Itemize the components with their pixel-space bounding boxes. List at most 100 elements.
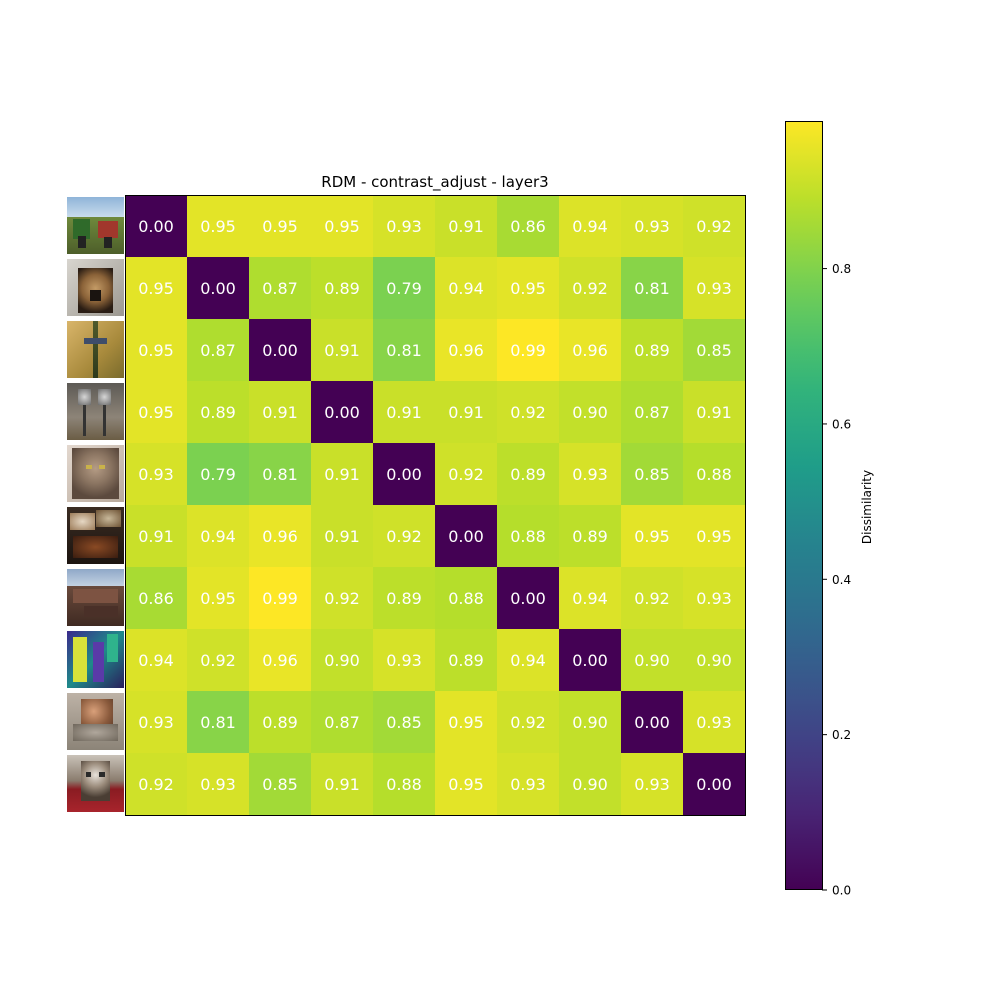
heatmap-cell-r8-c4: [373, 691, 436, 754]
heatmap-cell-r3-c9: [683, 381, 746, 444]
heatmap-cell-r6-c3: [311, 567, 374, 630]
heatmap-cell-r4-c3: [311, 443, 374, 506]
cell-value-label-r7-c0: 0.94: [138, 651, 174, 670]
heatmap-cell-r0-c7: [559, 195, 622, 258]
cell-value-label-r4-c4: 0.00: [386, 465, 422, 484]
colorbar-frame: [785, 121, 823, 890]
heatmap-cell-r7-c7: [559, 629, 622, 692]
heatmap-cell-r0-c6: [497, 195, 560, 258]
heatmap-cell-r0-c2: [249, 195, 312, 258]
heatmap-cell-r6-c1: [187, 567, 250, 630]
cell-value-label-r6-c7: 0.94: [572, 589, 608, 608]
heatmap-cell-r0-c0: [125, 195, 188, 258]
heatmap-cell-r6-c9: [683, 567, 746, 630]
thumbnail-layer: [85, 772, 92, 777]
heatmap-cell-r7-c9: [683, 629, 746, 692]
heatmap-cell-r8-c8: [621, 691, 684, 754]
heatmap-cell-r5-c5: [435, 505, 498, 568]
heatmap-cell-r4-c2: [249, 443, 312, 506]
heatmap-cell-r3-c0: [125, 381, 188, 444]
thumbnail-layer: [71, 447, 120, 500]
heatmap-cell-r8-c6: [497, 691, 560, 754]
cell-value-label-r4-c8: 0.85: [634, 465, 670, 484]
heatmap-cell-r7-c4: [373, 629, 436, 692]
thumbnail-layer: [67, 569, 124, 587]
cell-value-label-r3-c9: 0.91: [696, 403, 732, 422]
thumbnail-layer: [81, 760, 110, 801]
heatmap-cell-r1-c1: [187, 257, 250, 320]
heatmap-cell-r7-c0: [125, 629, 188, 692]
heatmap-cell-r0-c8: [621, 195, 684, 258]
cell-value-label-r4-c1: 0.79: [200, 465, 236, 484]
colorbar-tick-label: 0.8: [832, 262, 851, 276]
cell-value-label-r9-c2: 0.85: [262, 775, 298, 794]
heatmap-cell-r5-c2: [249, 505, 312, 568]
cell-value-label-r3-c8: 0.87: [634, 403, 670, 422]
heatmap-cell-r1-c2: [249, 257, 312, 320]
thumbnail-layer: [99, 772, 106, 777]
cell-value-label-r1-c9: 0.93: [696, 279, 732, 298]
colorbar-tick-label: 0.6: [832, 417, 851, 431]
cell-value-label-r1-c8: 0.81: [634, 279, 670, 298]
cell-value-label-r8-c1: 0.81: [200, 713, 236, 732]
cell-value-label-r0-c0: 0.00: [138, 217, 174, 236]
cell-value-label-r8-c3: 0.87: [324, 713, 360, 732]
heatmap-cell-r4-c7: [559, 443, 622, 506]
cell-value-label-r0-c9: 0.92: [696, 217, 732, 236]
heatmap-cell-r5-c9: [683, 505, 746, 568]
cell-value-label-r5-c4: 0.92: [386, 527, 422, 546]
cell-value-label-r3-c0: 0.95: [138, 403, 174, 422]
cell-value-label-r6-c6: 0.00: [510, 589, 546, 608]
cell-value-label-r1-c0: 0.95: [138, 279, 174, 298]
thumbnail-layer: [72, 588, 119, 604]
cell-value-label-r9-c1: 0.93: [200, 775, 236, 794]
heatmap-cell-r1-c4: [373, 257, 436, 320]
heatmap-cell-r2-c8: [621, 319, 684, 382]
cell-value-label-r2-c9: 0.85: [696, 341, 732, 360]
cell-value-label-r3-c5: 0.91: [448, 403, 484, 422]
cell-value-label-r3-c3: 0.00: [324, 403, 360, 422]
thumbnail-layer: [72, 636, 87, 683]
cell-value-label-r6-c9: 0.93: [696, 589, 732, 608]
heatmap-cell-r4-c6: [497, 443, 560, 506]
heatmap-cell-r9-c1: [187, 753, 250, 816]
cell-value-label-r8-c5: 0.95: [448, 713, 484, 732]
thumbnail-layer: [78, 388, 91, 405]
cell-value-label-r7-c8: 0.90: [634, 651, 670, 670]
cell-value-label-r8-c4: 0.85: [386, 713, 422, 732]
cell-value-label-r9-c4: 0.88: [386, 775, 422, 794]
heatmap-cell-r2-c4: [373, 319, 436, 382]
cell-value-label-r7-c7: 0.00: [572, 651, 608, 670]
cell-value-label-r8-c8: 0.00: [634, 713, 670, 732]
cell-value-label-r5-c9: 0.95: [696, 527, 732, 546]
heatmap-cell-r4-c5: [435, 443, 498, 506]
heatmap-cell-r7-c8: [621, 629, 684, 692]
cell-value-label-r2-c7: 0.96: [572, 341, 608, 360]
heatmap-cell-r9-c3: [311, 753, 374, 816]
heatmap-cell-r3-c6: [497, 381, 560, 444]
cell-value-label-r4-c2: 0.81: [262, 465, 298, 484]
cell-value-label-r9-c7: 0.90: [572, 775, 608, 794]
thumbnail-layer: [72, 724, 119, 742]
thumbnail-layer: [89, 290, 102, 301]
cell-value-label-r7-c6: 0.94: [510, 651, 546, 670]
thumbnail-layer: [84, 606, 119, 618]
heatmap-cell-r7-c3: [311, 629, 374, 692]
cell-value-label-r4-c9: 0.88: [696, 465, 732, 484]
colorbar-ticks: 0.0 0.2 0.4 0.6 0.8: [822, 262, 851, 898]
heatmap-cell-r3-c1: [187, 381, 250, 444]
colorful-building-thumbnail: [67, 631, 124, 688]
heatmap-cell-r3-c3: [311, 381, 374, 444]
german-shepherd-thumbnail: [67, 259, 124, 316]
heatmap-cell-r1-c0: [125, 257, 188, 320]
thumbnail-layer: [92, 642, 105, 683]
cell-value-label-r0-c8: 0.93: [634, 217, 670, 236]
cell-value-label-r1-c1: 0.00: [200, 279, 236, 298]
cell-value-label-r3-c2: 0.91: [262, 403, 298, 422]
heatmap-cell-r5-c3: [311, 505, 374, 568]
heatmap-cell-r8-c3: [311, 691, 374, 754]
cell-value-label-r1-c4: 0.79: [386, 279, 422, 298]
cell-value-label-r0-c5: 0.91: [448, 217, 484, 236]
cell-value-label-r4-c3: 0.91: [324, 465, 360, 484]
thumbnail-layer: [95, 509, 122, 527]
